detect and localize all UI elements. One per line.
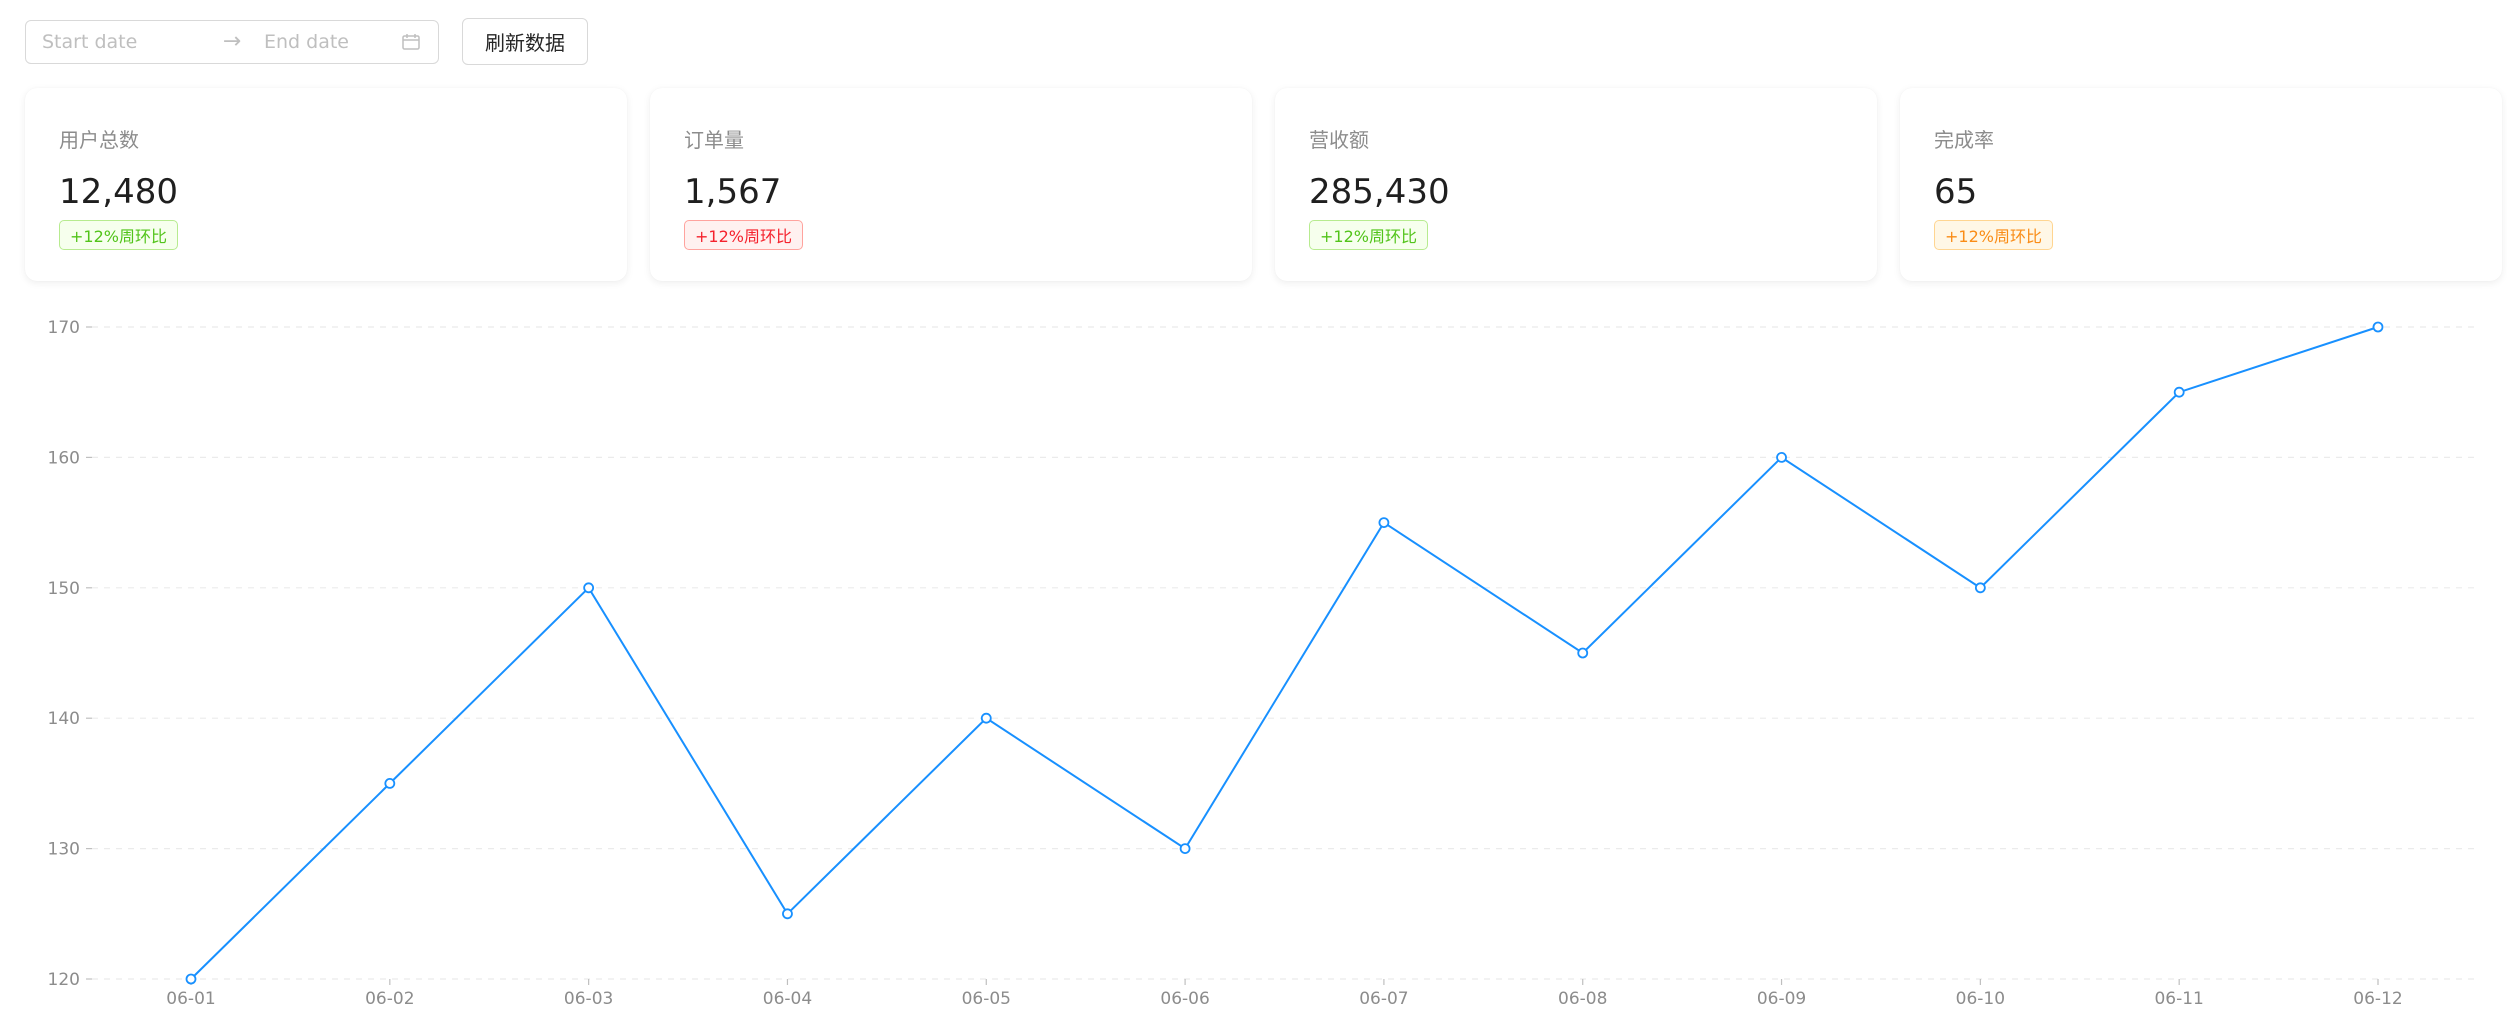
line-chart-svg: 120 130 140 150 160 170 06-01 06-02 06-03 06-04 06… (48, 318, 2480, 1009)
toolbar: Start date → End date 刷新数据 (25, 18, 588, 65)
x-tick-label: 06-07 (1359, 989, 1408, 1009)
data-point (1378, 517, 1390, 529)
end-date-input[interactable]: End date (264, 30, 349, 53)
data-point (1776, 451, 1787, 463)
data-point (2173, 386, 2185, 398)
stat-card-users: 用户总数 12,480 +12%周环比 (25, 88, 627, 281)
x-tick-label: 06-06 (1160, 989, 1209, 1009)
y-tick-label: 120 (48, 970, 80, 990)
trend-badge: +12%周环比 (684, 220, 803, 250)
data-point (185, 973, 197, 985)
stat-card-revenue: 营收额 285,430 +12%周环比 (1275, 88, 1877, 281)
data-point (583, 582, 595, 594)
line-chart: 120 130 140 150 160 170 06-01 06-02 06-03 06-04 06… (0, 290, 2507, 1026)
y-tick-label: 150 (48, 579, 80, 599)
calendar-icon[interactable] (400, 31, 422, 53)
x-tick-label: 06-10 (1956, 989, 2005, 1009)
data-point (1974, 582, 1986, 594)
data-point (782, 908, 793, 920)
refresh-button[interactable]: 刷新数据 (462, 18, 588, 65)
card-value: 65 (1934, 172, 1978, 212)
x-tick-label: 06-04 (763, 989, 812, 1009)
trend-badge: +12%周环比 (1309, 220, 1428, 250)
x-tick-label: 06-12 (2353, 989, 2402, 1009)
card-title: 订单量 (684, 128, 744, 152)
series-line (190, 326, 2379, 980)
y-tick-label: 170 (48, 318, 80, 338)
data-point (980, 712, 992, 724)
x-tick-label: 06-05 (962, 989, 1011, 1009)
card-title: 用户总数 (59, 128, 139, 152)
x-tick-label: 06-08 (1558, 989, 1607, 1009)
data-point (2372, 321, 2384, 333)
card-value: 285,430 (1309, 172, 1450, 212)
x-tick-label: 06-01 (166, 989, 215, 1009)
data-point (1577, 647, 1589, 659)
x-tick-label: 06-02 (365, 989, 414, 1009)
x-tick-label: 06-03 (564, 989, 613, 1009)
stat-card-completion: 完成率 65 +12%周环比 (1900, 88, 2502, 281)
trend-badge: +12%周环比 (59, 220, 178, 250)
date-range-picker[interactable]: Start date → End date (25, 19, 439, 64)
range-arrow-icon: → (222, 29, 242, 54)
data-point (1179, 843, 1191, 854)
data-point (384, 777, 396, 789)
x-tick-label: 06-11 (2154, 989, 2203, 1009)
y-tick-label: 160 (48, 448, 80, 468)
start-date-input[interactable]: Start date (42, 30, 138, 53)
y-tick-label: 140 (48, 709, 80, 729)
card-value: 12,480 (59, 172, 178, 212)
stat-cards: 用户总数 12,480 +12%周环比 订单量 1,567 +12%周环比 营收… (25, 88, 2502, 281)
trend-badge: +12%周环比 (1934, 220, 2053, 250)
card-value: 1,567 (684, 172, 782, 212)
y-tick-label: 130 (48, 840, 80, 860)
x-tick-label: 06-09 (1757, 989, 1806, 1009)
stat-card-orders: 订单量 1,567 +12%周环比 (650, 88, 1252, 281)
card-title: 完成率 (1934, 128, 1994, 152)
card-title: 营收额 (1309, 128, 1369, 152)
